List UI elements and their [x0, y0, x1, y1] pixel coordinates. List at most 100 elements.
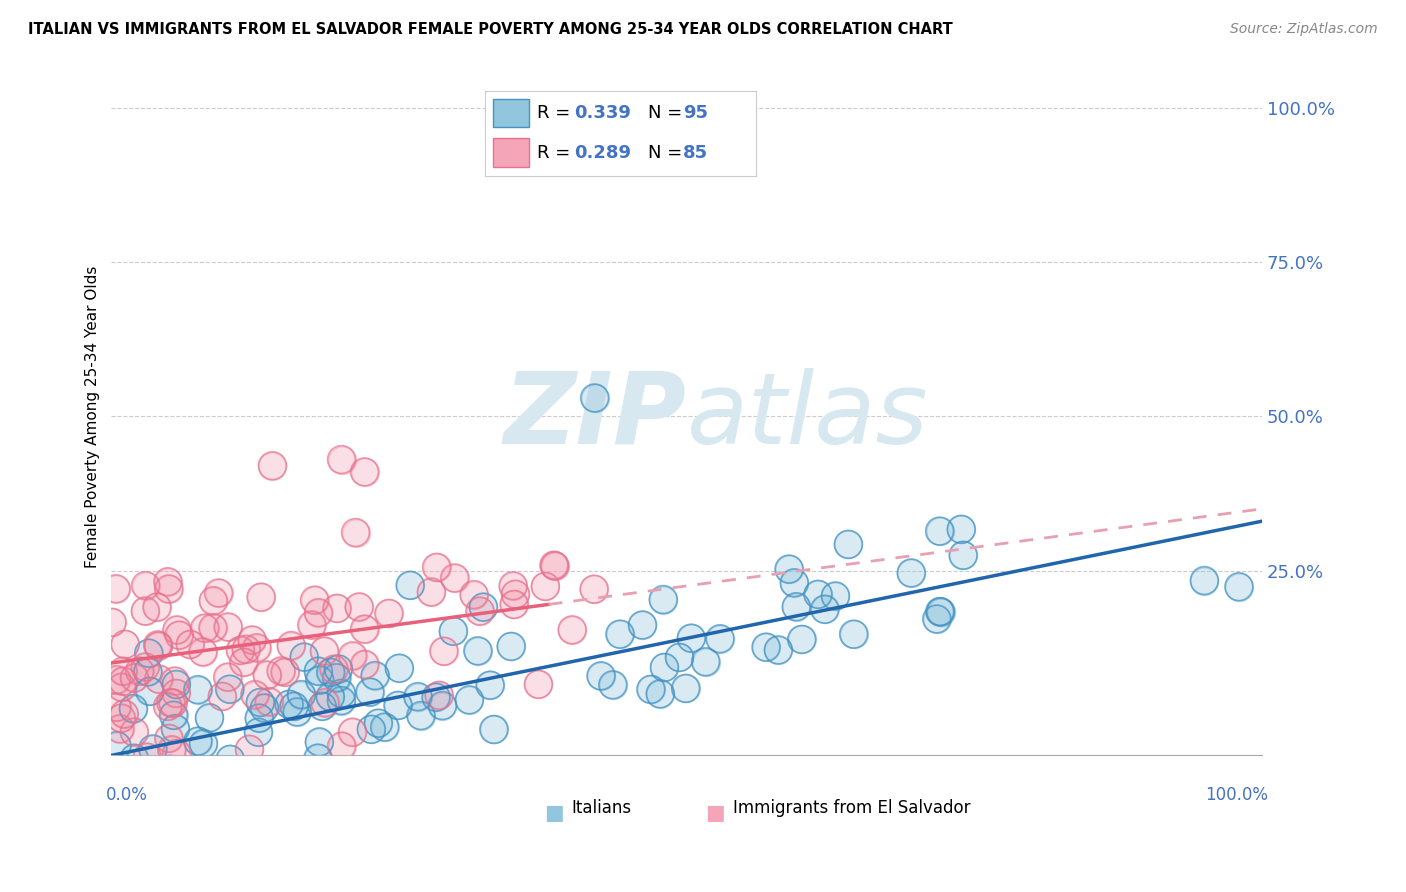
Point	[399, 578, 422, 592]
Point	[409, 708, 432, 723]
Point	[589, 669, 612, 683]
Text: ■: ■	[706, 803, 725, 822]
Point	[322, 662, 344, 676]
Point	[159, 762, 181, 776]
Point	[543, 558, 565, 573]
Point	[198, 711, 221, 725]
Point	[111, 674, 134, 689]
Point	[165, 686, 187, 700]
Point	[201, 621, 224, 635]
Point	[433, 644, 456, 658]
Point	[274, 665, 297, 680]
Point	[162, 696, 184, 710]
Point	[1227, 580, 1250, 594]
Point	[105, 673, 128, 687]
Point	[218, 682, 240, 697]
Point	[211, 690, 233, 704]
Point	[319, 665, 342, 680]
Point	[246, 640, 269, 655]
Point	[330, 686, 353, 700]
Point	[162, 708, 184, 723]
Point	[138, 684, 160, 698]
Point	[187, 682, 209, 697]
Point	[543, 558, 565, 573]
Point	[202, 593, 225, 607]
Point	[292, 650, 315, 665]
Point	[472, 600, 495, 615]
Point	[229, 643, 252, 657]
Point	[163, 674, 186, 689]
Point	[124, 725, 146, 739]
Point	[159, 696, 181, 710]
Point	[353, 465, 375, 479]
Point	[110, 711, 132, 725]
Text: 0.0%: 0.0%	[105, 786, 148, 804]
Point	[952, 549, 974, 563]
Point	[193, 737, 215, 751]
Point	[308, 673, 330, 687]
Point	[328, 662, 350, 676]
Point	[325, 671, 347, 685]
Point	[344, 525, 367, 540]
Point	[609, 627, 631, 641]
Point	[249, 695, 271, 709]
Point	[360, 723, 382, 737]
Point	[292, 650, 315, 665]
Point	[110, 680, 132, 694]
Point	[105, 700, 128, 714]
Point	[308, 774, 330, 789]
Point	[425, 560, 447, 574]
Point	[246, 640, 269, 655]
Point	[111, 674, 134, 689]
Point	[307, 751, 329, 765]
Point	[166, 791, 188, 805]
Point	[443, 571, 465, 585]
Point	[201, 621, 224, 635]
Point	[128, 664, 150, 678]
Point	[134, 604, 156, 618]
Point	[112, 706, 135, 721]
Point	[165, 722, 187, 736]
Text: ZIP: ZIP	[503, 368, 686, 465]
Point	[425, 560, 447, 574]
Point	[353, 465, 375, 479]
Point	[101, 615, 124, 630]
Point	[308, 774, 330, 789]
Point	[929, 605, 952, 619]
Point	[160, 742, 183, 756]
Point	[247, 711, 270, 725]
Point	[427, 689, 450, 703]
Point	[631, 618, 654, 632]
Point	[187, 682, 209, 697]
Point	[159, 696, 181, 710]
Point	[146, 600, 169, 615]
Point	[364, 668, 387, 682]
Point	[311, 699, 333, 714]
Point	[482, 723, 505, 737]
Point	[928, 524, 950, 538]
Point	[124, 725, 146, 739]
Point	[105, 582, 128, 596]
Point	[319, 690, 342, 704]
Point	[364, 668, 387, 682]
Point	[388, 661, 411, 675]
Point	[785, 599, 807, 614]
Point	[219, 752, 242, 766]
Point	[479, 678, 502, 692]
Point	[124, 671, 146, 685]
Point	[290, 688, 312, 702]
Point	[110, 711, 132, 725]
Point	[285, 705, 308, 719]
Point	[142, 742, 165, 756]
Point	[101, 615, 124, 630]
Point	[166, 623, 188, 637]
Point	[136, 665, 159, 679]
Point	[110, 680, 132, 694]
Point	[118, 784, 141, 798]
Point	[247, 725, 270, 739]
Point	[755, 640, 778, 655]
Point	[190, 764, 212, 778]
Point	[814, 602, 837, 616]
Point	[304, 593, 326, 607]
Point	[783, 575, 806, 590]
